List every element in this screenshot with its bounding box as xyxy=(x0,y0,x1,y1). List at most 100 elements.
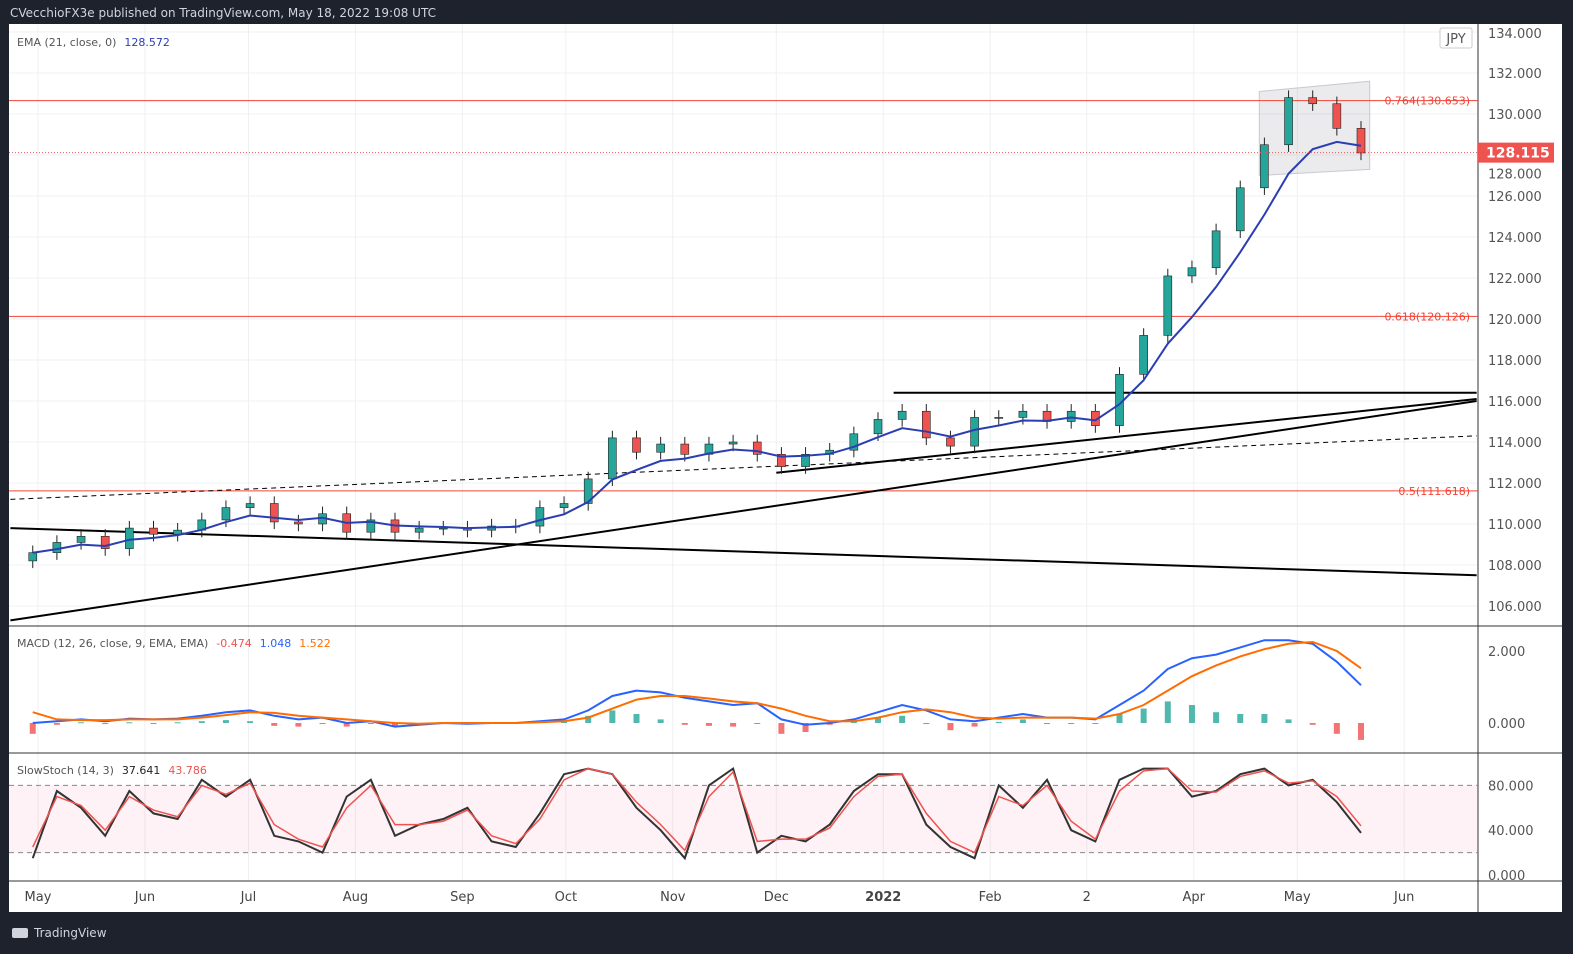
tradingview-logo-icon xyxy=(12,928,28,938)
macd-histogram-bar xyxy=(295,723,302,727)
currency-label: JPY xyxy=(1445,32,1465,47)
candle-body xyxy=(994,417,1004,419)
candle-body xyxy=(149,527,158,535)
candle-body xyxy=(849,433,859,451)
candle-body xyxy=(801,453,810,467)
chart-canvas[interactable]: 106.000 108.000 110.000 112.000 114.000 116.0… xyxy=(9,24,1562,912)
macd-histogram-bar xyxy=(995,721,1002,723)
chart-frame[interactable]: 106.000 108.000 110.000 112.000 114.000 116.0… xyxy=(9,24,1562,912)
macd-histogram-bar xyxy=(802,723,809,732)
candle-body xyxy=(1356,128,1366,154)
price-tick-label: 110.000 xyxy=(1488,518,1542,533)
candle-body xyxy=(656,443,665,453)
candle-body xyxy=(728,441,738,445)
macd-histogram-bar xyxy=(947,723,954,731)
price-tick-label: 112.000 xyxy=(1488,477,1542,492)
candle-body xyxy=(414,527,424,533)
time-tick-label: Jun xyxy=(134,890,155,905)
macd-line xyxy=(32,639,1362,728)
fib-level-label: 0.764(130.653) xyxy=(1384,95,1470,108)
price-tick-label: 130.000 xyxy=(1488,108,1542,123)
candle-body xyxy=(221,507,231,521)
price-tick-label: 122.000 xyxy=(1488,272,1542,287)
candle-body xyxy=(245,503,255,508)
ema-legend-label: EMA (21, close, 0) xyxy=(17,36,116,49)
macd-histogram-bar xyxy=(1213,712,1220,723)
macd-tick-label: 2.000 xyxy=(1488,645,1525,660)
macd-value: 1.048 xyxy=(260,637,292,650)
candle-body xyxy=(100,535,110,549)
candle-body xyxy=(1018,410,1028,418)
last-price-badge xyxy=(1478,142,1554,163)
macd-histogram-bar xyxy=(971,723,978,727)
time-tick-label: Sep xyxy=(450,890,475,905)
currency-badge xyxy=(1439,27,1473,49)
macd-histogram-bar xyxy=(1044,723,1051,724)
stoch-tick-label: 40.000 xyxy=(1488,824,1534,839)
time-tick-label: Oct xyxy=(555,890,577,905)
candle-body xyxy=(1260,144,1269,189)
macd-histogram-bar xyxy=(1261,714,1268,723)
fib-level-label: 0.5(111.618) xyxy=(1398,485,1470,498)
price-tick-label: 126.000 xyxy=(1488,190,1542,205)
macd-histogram-bar xyxy=(1164,701,1171,723)
candle-body xyxy=(873,419,883,435)
macd-histogram-bar xyxy=(367,723,374,724)
candle-body xyxy=(608,437,617,480)
macd-histogram-bar xyxy=(778,723,785,734)
candle-body xyxy=(1211,230,1221,269)
footer: TradingView xyxy=(12,926,107,940)
macd-histogram-bar xyxy=(585,715,592,723)
candle-body xyxy=(632,437,641,453)
macd-histogram-bar xyxy=(1309,723,1316,725)
time-tick-label: Jul xyxy=(240,890,257,905)
macd-histogram-bar xyxy=(1140,708,1147,723)
macd-histogram-bar xyxy=(899,715,906,723)
stoch-legend-label: SlowStoch (14, 3) xyxy=(17,764,114,777)
price-tick-label: 128.000 xyxy=(1488,168,1542,183)
price-tick-label: 118.000 xyxy=(1488,354,1542,369)
macd-histogram-bar xyxy=(247,721,254,723)
macd-legend-label: MACD (12, 26, close, 9, EMA, EMA) xyxy=(17,637,208,650)
macd-histogram-bar xyxy=(102,723,109,725)
candle-body xyxy=(52,542,62,554)
time-tick-label: Dec xyxy=(764,890,789,905)
ema-legend-value: 128.572 xyxy=(124,36,170,49)
time-tick-label: 2022 xyxy=(865,890,901,905)
candle-body xyxy=(76,535,86,543)
publish-header: CVecchioFX3e published on TradingView.co… xyxy=(10,6,436,20)
candle-body xyxy=(1235,187,1245,232)
signal-value: 1.522 xyxy=(299,637,331,650)
time-tick-label: Feb xyxy=(979,890,1002,905)
macd-histogram-bar xyxy=(681,723,688,725)
price-tick-label: 116.000 xyxy=(1488,395,1542,410)
candle-body xyxy=(438,527,448,530)
macd-histogram-bar xyxy=(53,723,60,725)
candle-body xyxy=(366,519,376,533)
macd-histogram-bar xyxy=(78,722,85,724)
candle-body xyxy=(1308,97,1317,105)
price-channel xyxy=(1258,80,1371,177)
macd-histogram-bar xyxy=(875,717,881,723)
candle-body xyxy=(970,417,979,447)
macd-histogram-bar xyxy=(609,710,616,723)
price-tick-label: 106.000 xyxy=(1488,600,1542,615)
candle-body xyxy=(680,443,690,455)
candle-body xyxy=(897,410,907,420)
candle-body xyxy=(294,521,303,525)
candle-body xyxy=(1066,410,1076,422)
candle-body xyxy=(752,441,762,455)
candle-body xyxy=(535,507,545,527)
macd-histogram-bar xyxy=(126,722,133,724)
signal-line xyxy=(32,640,1362,725)
time-tick-label: May xyxy=(1284,890,1311,905)
stoch-k-value: 37.641 xyxy=(122,764,161,777)
macd-histogram-bar xyxy=(1285,719,1292,723)
stoch-d-value: 43.786 xyxy=(168,764,207,777)
time-tick-label: Aug xyxy=(343,890,368,905)
macd-histogram-bar xyxy=(198,721,205,723)
macd-histogram-bar xyxy=(271,723,278,726)
macd-histogram-bar xyxy=(29,723,36,734)
time-tick-label: 2 xyxy=(1083,890,1091,905)
price-tick-label: 108.000 xyxy=(1488,559,1542,574)
